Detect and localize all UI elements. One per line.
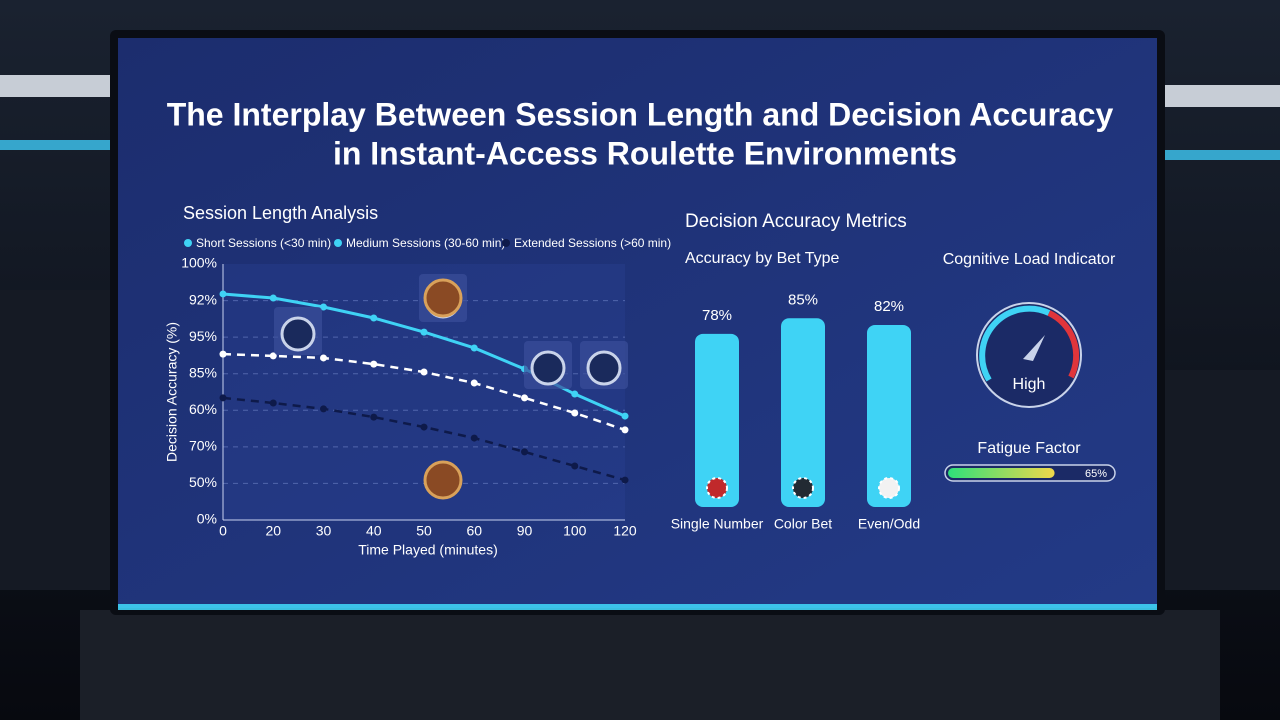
x-tick-label: 20 (265, 523, 281, 539)
data-point (621, 426, 629, 434)
x-tick-label: Even/Odd (858, 516, 920, 532)
progress-fill (948, 468, 1055, 478)
neon-strip (1165, 150, 1280, 160)
gauge-arc (1047, 310, 1080, 379)
data-point (470, 344, 478, 352)
data-point (219, 350, 227, 358)
x-tick-label: Color Bet (774, 516, 832, 532)
progress-title: Fatigue Factor (977, 440, 1081, 457)
section-title: Decision Accuracy Metrics (685, 211, 907, 232)
x-tick-label: Single Number (671, 516, 764, 532)
ceiling-light (1165, 85, 1280, 107)
chip-icon (878, 477, 900, 499)
data-point (470, 434, 478, 442)
data-point (269, 399, 277, 407)
x-tick-label: 50 (416, 523, 432, 539)
y-tick-label: 95% (189, 328, 217, 344)
data-point (420, 423, 428, 431)
data-point (420, 328, 428, 336)
bar-value-label: 82% (874, 298, 904, 315)
server-rack (0, 290, 110, 590)
data-point (571, 462, 579, 470)
x-tick-label: 60 (466, 523, 482, 539)
data-point (420, 368, 428, 376)
x-tick-label: 30 (316, 523, 332, 539)
data-point (370, 360, 378, 368)
data-point (571, 409, 579, 417)
data-point (470, 379, 478, 387)
chip-icon (706, 477, 728, 499)
server-rack (1165, 370, 1280, 590)
legend-swatch (502, 239, 510, 247)
ceiling-light (0, 75, 110, 97)
data-point (269, 352, 277, 360)
y-tick-label: 100% (181, 255, 217, 271)
gauge-label: High (1013, 376, 1046, 393)
data-point (521, 448, 528, 456)
chart-title: Accuracy by Bet Type (685, 250, 840, 267)
legend-swatch (184, 239, 192, 247)
y-tick-label: 60% (189, 401, 217, 417)
data-point (320, 303, 327, 311)
legend-label: Short Sessions (<30 min) (196, 236, 331, 250)
x-tick-label: 100 (563, 523, 587, 539)
y-tick-label: 85% (189, 364, 217, 380)
bar (781, 318, 825, 507)
y-tick-label: 50% (189, 474, 217, 490)
data-point (269, 294, 277, 302)
data-point (219, 290, 227, 298)
data-point (621, 476, 629, 484)
roulette-icon (423, 460, 463, 500)
x-tick-label: 90 (517, 523, 533, 539)
legend-label: Medium Sessions (30-60 min) (346, 236, 505, 250)
bar (695, 333, 739, 507)
screen-glow (118, 604, 1157, 610)
gauge-title: Cognitive Load Indicator (943, 251, 1116, 268)
stopwatch-icon (280, 316, 316, 352)
roulette-icon (423, 278, 463, 318)
stopwatch-icon (530, 350, 566, 386)
gauge-needle (1023, 335, 1045, 361)
data-point (219, 394, 227, 402)
data-point (521, 394, 528, 402)
charts: Session Length Analysis 100% 92% 95% 85% 60% 7… (164, 203, 1116, 558)
data-point (370, 314, 378, 322)
x-tick-label: 120 (613, 523, 637, 539)
title-line: The Interplay Between Session Length and… (167, 96, 1114, 132)
progress-value-label: 65% (1085, 468, 1107, 480)
y-tick-label: 70% (189, 438, 217, 454)
x-axis-label: Time Played (minutes) (358, 542, 498, 558)
data-point (370, 413, 378, 421)
bar-value-label: 78% (702, 307, 732, 324)
neon-strip (0, 140, 110, 150)
data-point (621, 412, 629, 420)
gauge-arc (979, 305, 1051, 382)
chart-title: Session Length Analysis (183, 203, 378, 223)
y-tick-label: 92% (189, 291, 217, 307)
title-line: in Instant-Access Roulette Environments (333, 135, 957, 171)
data-point (320, 405, 327, 413)
stopwatch-icon (586, 350, 622, 386)
legend-label: Extended Sessions (>60 min) (514, 236, 671, 250)
y-axis-label: Decision Accuracy (%) (164, 322, 180, 462)
x-tick-label: 0 (219, 523, 227, 539)
bar-value-label: 85% (788, 291, 818, 308)
legend-swatch (334, 239, 342, 247)
desk (80, 610, 1220, 720)
data-point (320, 354, 327, 362)
data-point (571, 390, 579, 398)
x-tick-label: 40 (366, 523, 382, 539)
chip-icon (792, 477, 814, 499)
bar (867, 324, 911, 507)
y-tick-label: 0% (197, 511, 217, 527)
